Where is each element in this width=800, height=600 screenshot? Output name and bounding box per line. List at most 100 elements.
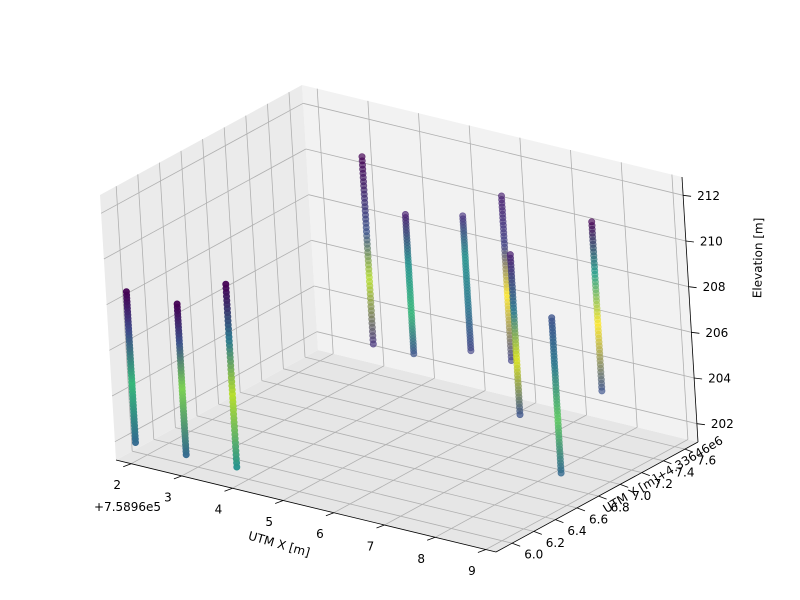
z-grid-left [106,194,309,306]
x-grid-back [570,149,587,416]
z-tick-label: 202 [711,417,734,431]
x-tick-mark [123,463,132,468]
y-grid-floor [218,403,599,497]
x-grid-floor [181,365,385,477]
y-grid-floor [153,439,534,532]
z-grid-left [111,285,315,397]
x-tick-mark [224,487,233,492]
x-grid-back [468,125,486,391]
floor-pane [116,350,698,552]
borehole-series [358,153,377,348]
y-tick-mark [641,472,650,476]
z-tick-label: 210 [700,235,723,249]
y-tick-mark [598,495,607,500]
y-grid-floor [240,392,621,485]
z-tick-label: 206 [705,326,728,340]
x-tick-label: 4 [215,503,223,517]
y-tick-mark [684,448,694,453]
y-grid-left [137,174,155,440]
scatter-point [358,153,366,161]
y-tick-label: 6.0 [524,548,543,562]
scatter-point [122,288,130,296]
data-points [122,153,606,477]
y-grid-floor [196,415,578,509]
z-tick-mark [694,377,703,380]
x-tick-label: 7 [367,540,375,554]
y-tick-label: 7.4 [675,465,694,479]
x-grid-floor [384,414,587,526]
z-tick-mark [688,286,697,289]
y-grid-floor [132,450,513,544]
y-tick-label: 7.0 [632,489,651,503]
y-tick-mark [533,531,542,535]
x-tick-mark [173,475,183,480]
x-grid-floor [485,439,689,550]
y-axis-line [495,441,699,553]
z-tick-mark [683,194,692,197]
borehole-series [588,218,606,395]
x-tick-label: 9 [468,564,476,578]
y-tick-label: 7.6 [697,454,716,468]
y-tick-mark [576,507,586,512]
y-grid-floor [261,380,642,473]
z-tick-label: 204 [708,372,731,386]
borehole-series [548,314,565,477]
y-grid-left [115,186,133,452]
scatter-point [548,314,556,322]
scatter-point [588,218,596,226]
scatter-point [459,212,467,220]
y-tick-label: 6.6 [589,512,608,526]
borehole-series [506,251,524,419]
x-grid-back [671,174,689,440]
x-tick-label: 2 [113,478,121,492]
x-grid-back [519,137,537,403]
x-grid-floor [232,377,435,489]
z-tick-mark [691,331,700,334]
y-tick-label: 7.2 [654,477,673,491]
x-tick-mark [325,512,335,517]
y-grid-left [180,150,198,416]
x-tick-label: 8 [417,552,425,566]
z-grid-left [109,239,312,351]
z-tick-mark [696,423,705,426]
x-grid-back [367,100,385,366]
x-grid-floor [435,426,638,538]
x-tick-label: 3 [164,490,172,504]
z-tick-label: 208 [703,280,726,294]
x-tick-mark [427,536,436,541]
y-grid-floor [283,368,664,462]
borehole-series [401,211,418,358]
x-tick-mark [477,549,487,553]
y-grid-left [288,92,306,358]
x-grid-floor [333,402,537,514]
z-grid-back [314,285,695,379]
borehole-series [173,300,190,459]
x-grid-floor [283,390,486,501]
x-tick-label: 6 [316,527,324,541]
borehole-series [222,280,241,471]
x-axis-label: UTM X [m] [247,529,312,560]
x-axis-line [115,459,497,553]
z-axis-label: Elevation [m] [750,218,765,299]
scatter-point [497,192,505,200]
y-tick-mark [663,460,672,465]
z-grid-left [100,102,304,214]
x-tick-mark [376,524,385,529]
left-pane [100,85,318,460]
z-grid-back [305,148,686,242]
x-tick-label: 5 [265,515,273,529]
z-grid-back [316,331,697,425]
y-tick-label: 6.4 [567,524,586,538]
y-tick-mark [620,484,629,488]
z-grid-back [308,194,689,288]
y-tick-label: 6.2 [546,536,565,550]
borehole-series [122,288,140,446]
borehole-series [459,212,475,355]
y-tick-label: 6.8 [611,501,630,515]
x-grid-back [418,113,435,379]
z-grid-back [303,102,684,196]
y-grid-left [267,103,284,369]
z-grid-left [103,148,307,260]
scatter-point [401,211,409,219]
